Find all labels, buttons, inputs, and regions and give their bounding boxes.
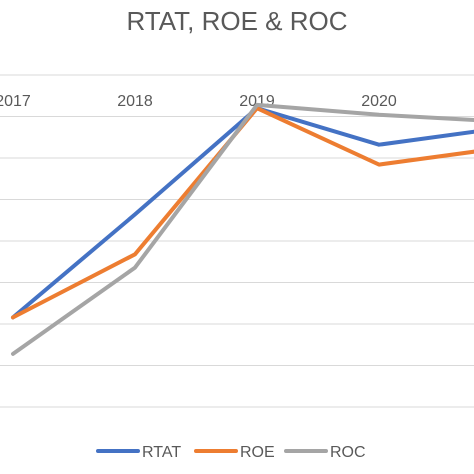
x-tick-label: 2020	[361, 93, 397, 110]
legend-label-roe: ROE	[240, 444, 275, 461]
x-tick-label: 2018	[117, 93, 153, 110]
x-tick-label: 2017	[0, 93, 31, 110]
series-line-roc	[11, 102, 474, 356]
legend-label-roc: ROC	[330, 444, 366, 461]
legend-label-rtat: RTAT	[142, 444, 181, 461]
series-line-rtat	[11, 106, 474, 320]
chart-title: RTAT, ROE & ROC	[126, 6, 348, 36]
